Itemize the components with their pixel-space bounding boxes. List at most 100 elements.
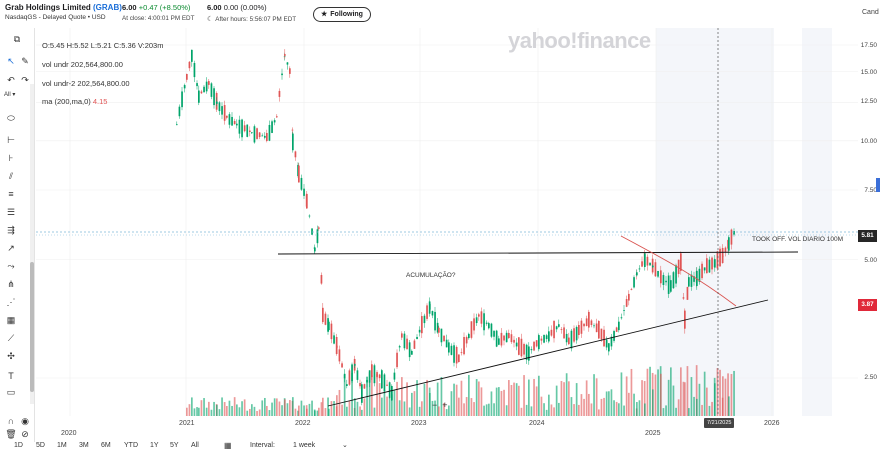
volume-bar — [208, 401, 210, 416]
range-ytd[interactable]: YTD — [124, 442, 138, 449]
range-6m[interactable]: 6M — [101, 442, 111, 449]
candle-body — [281, 73, 283, 76]
fib-icon[interactable]: ☰ — [6, 207, 16, 217]
candle-body — [284, 54, 286, 56]
redo-icon[interactable]: ↷ — [21, 75, 29, 85]
trash-icon[interactable]: 🗑 — [5, 429, 17, 439]
range-1d[interactable]: 1D — [14, 442, 23, 449]
range-1y[interactable]: 1Y — [150, 442, 159, 449]
candle-body — [573, 328, 575, 342]
pitchfork-icon[interactable]: ⋔ — [7, 279, 15, 289]
volume-bar — [253, 406, 256, 416]
candle-body — [231, 116, 233, 126]
volume-bar — [644, 403, 646, 416]
volume-bar — [238, 407, 241, 416]
tick-7-50: 7.50 — [864, 187, 877, 194]
candle-body — [698, 268, 701, 282]
candle-body — [421, 316, 423, 334]
candle-body — [644, 253, 646, 267]
candle-body — [411, 350, 413, 355]
following-button[interactable]: ★ Following — [313, 7, 371, 22]
calendar-icon[interactable]: ▦ — [224, 441, 232, 450]
channel-icon[interactable]: ⫽ — [8, 171, 13, 181]
chart-area[interactable]: yahoo!finance — [36, 28, 858, 416]
volume-bar — [434, 400, 436, 416]
ellipse-icon[interactable]: ⬭ — [7, 113, 15, 123]
candle-body — [480, 311, 483, 324]
ma-indicator[interactable]: ma (200,ma,0) 4.15 — [42, 97, 108, 106]
volume-bar — [593, 374, 595, 416]
zoom-in-icon[interactable]: + — [442, 400, 448, 410]
eye-icon[interactable]: ◉ — [21, 416, 29, 426]
candle-body — [278, 90, 281, 97]
zoom-out-icon[interactable]: − — [432, 400, 438, 410]
comment-icon[interactable]: ▭ — [6, 387, 16, 397]
candle-body — [605, 339, 608, 348]
horizontal-line-icon[interactable]: ⊢ — [7, 135, 15, 145]
all-select[interactable]: All ▾ — [4, 92, 16, 98]
vol-indicator-1[interactable]: vol undr 202,564,800.00 — [42, 60, 123, 69]
fan-icon[interactable]: ⋰ — [6, 297, 16, 307]
volume-bar — [393, 390, 396, 416]
cursor-icon[interactable]: ↖ — [7, 56, 15, 66]
candle-body — [398, 346, 401, 348]
range-5d[interactable]: 5D — [36, 442, 45, 449]
visibility-icon[interactable]: ⊘ — [21, 429, 29, 439]
gann-icon[interactable]: ▦ — [6, 315, 16, 325]
took-off-note[interactable]: TOOK OFF. VOL DIARIO 100M — [752, 236, 844, 243]
range-3m[interactable]: 3M — [79, 442, 89, 449]
zoom-controls[interactable]: − + — [432, 400, 460, 410]
arrow-line-icon[interactable]: ⇶ — [7, 225, 15, 235]
crosshair-icon[interactable]: ✣ — [7, 351, 15, 361]
candle-body — [525, 344, 528, 360]
range-1m[interactable]: 1M — [57, 442, 67, 449]
volume-bar — [460, 380, 463, 416]
candle-body — [436, 322, 439, 333]
resistance-line[interactable] — [277, 251, 799, 255]
toolbar-scrollbar[interactable] — [30, 84, 34, 404]
volume-bar — [595, 378, 598, 416]
candle-body — [533, 341, 535, 351]
range-all[interactable]: All — [191, 442, 199, 449]
candle-menu[interactable]: Cand — [862, 9, 879, 16]
candle-body — [273, 120, 276, 123]
candle-body — [578, 324, 580, 336]
acumulacao-note[interactable]: ACUMULAÇÃO? — [406, 272, 456, 279]
volume-bar — [408, 407, 411, 416]
path-icon[interactable]: ⤳ — [7, 261, 15, 271]
candle-body — [600, 328, 603, 340]
magnet-icon[interactable]: ∩ — [7, 416, 15, 426]
ray-icon[interactable]: ↗ — [7, 243, 15, 253]
drawing-toolbar: ⧉ ↖ ✎ ↶ ↷ All ▾ ⬭ ⊢ ⊦ ⫽ ≡ ☰ ⇶ ↗ ⤳ ⋔ ⋰ ▦ … — [0, 28, 35, 442]
interval-select[interactable]: 1 week — [293, 442, 316, 449]
candle-body — [665, 280, 667, 283]
candle-body — [638, 268, 641, 270]
vol-indicator-2[interactable]: vol undr-2 202,564,800.00 — [42, 79, 130, 88]
undo-icon[interactable]: ↶ — [7, 75, 15, 85]
support-trendline[interactable] — [327, 299, 769, 407]
volume-bar — [714, 383, 716, 416]
candle-body — [318, 227, 320, 229]
volume-bar — [703, 371, 706, 416]
volume-bar — [538, 375, 540, 416]
measure-icon[interactable]: ⟋ — [7, 333, 15, 343]
volume-bar — [662, 408, 665, 416]
parallel-lines-icon[interactable]: ≡ — [8, 189, 14, 199]
candle-body — [300, 177, 303, 190]
candle-body — [251, 132, 253, 134]
pencil-icon[interactable]: ✎ — [21, 56, 29, 66]
text-icon[interactable]: T — [8, 371, 14, 381]
star-icon: ★ — [321, 11, 328, 18]
trend-line-icon[interactable]: ⊦ — [8, 153, 14, 163]
volume-bar — [533, 378, 535, 416]
candle-body — [328, 321, 330, 331]
candle-body — [292, 133, 294, 151]
range-5y[interactable]: 5Y — [170, 442, 179, 449]
volume-bar — [300, 400, 303, 416]
candle-body — [670, 280, 672, 292]
toolbar-scroll-thumb[interactable] — [30, 262, 34, 392]
chevron-down-icon[interactable]: ⌄ — [342, 442, 348, 449]
open-icon[interactable]: ⧉ — [13, 34, 21, 44]
price-chart[interactable] — [36, 28, 858, 416]
candle-body — [311, 228, 313, 235]
